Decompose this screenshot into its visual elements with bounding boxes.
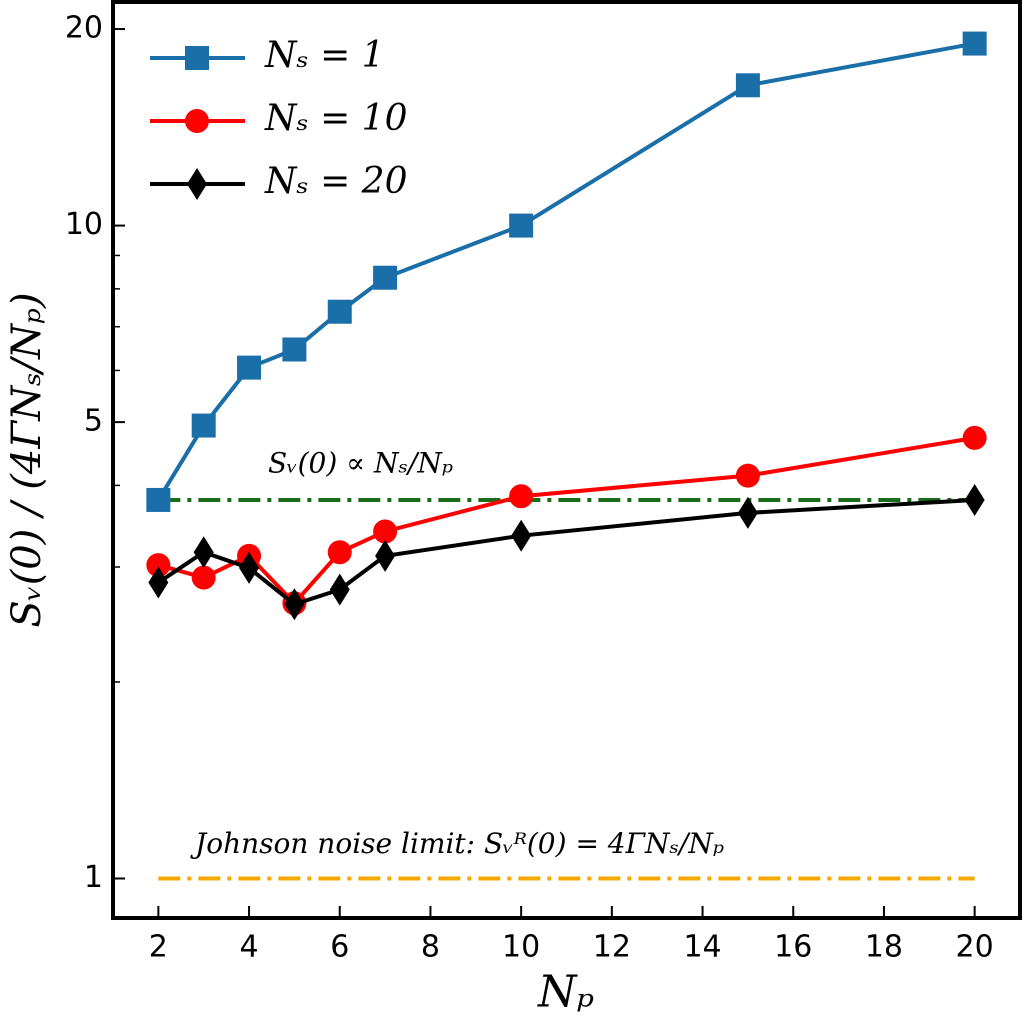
marker (282, 337, 307, 362)
marker (735, 463, 760, 488)
x-tick-label: 2 (149, 930, 168, 965)
marker (327, 299, 352, 324)
marker (373, 519, 398, 544)
marker (237, 355, 262, 380)
y-axis-label: Sᵥ(0) / (4ΓNₛ/Nₚ) (4, 292, 50, 627)
marker (329, 573, 350, 606)
marker (146, 553, 171, 578)
legend-label: Nₛ = 20 (264, 161, 408, 202)
marker (375, 539, 396, 572)
legend-label: Nₛ = 10 (264, 98, 408, 139)
x-tick-label: 4 (240, 930, 259, 965)
legend-marker (185, 46, 209, 70)
y-tick-label: 1 (84, 860, 103, 895)
marker (148, 566, 169, 599)
marker (191, 413, 216, 438)
marker (964, 483, 985, 516)
y-tick-label: 5 (84, 404, 103, 439)
marker (509, 484, 534, 509)
marker (509, 213, 534, 238)
marker (962, 31, 987, 56)
x-tick-label: 8 (421, 930, 440, 965)
marker (511, 519, 532, 552)
x-tick-label: 12 (593, 930, 631, 965)
marker (191, 565, 216, 590)
marker (737, 496, 758, 529)
marker (193, 536, 214, 569)
marker (327, 540, 352, 565)
x-tick-label: 16 (774, 930, 812, 965)
y-tick-label: 10 (65, 207, 103, 242)
x-tick-label: 20 (956, 930, 994, 965)
x-tick-label: 14 (683, 930, 721, 965)
legend-marker (185, 109, 209, 133)
annotation: Sᵥ(0) ∝ Nₛ/Nₚ (268, 446, 453, 479)
marker (962, 425, 987, 450)
marker (146, 487, 171, 512)
x-tick-label: 18 (865, 930, 903, 965)
marker (239, 551, 260, 584)
marker (373, 265, 398, 290)
x-tick-label: 10 (502, 930, 540, 965)
x-tick-label: 6 (330, 930, 349, 965)
plot-frame (111, 0, 1022, 920)
annotation: Johnson noise limit: Sᵥᴿ(0) = 4ΓNₛ/Nₚ (190, 827, 724, 860)
marker (284, 588, 305, 621)
legend-label: Nₛ = 1 (264, 35, 385, 76)
y-tick-label: 20 (65, 11, 103, 46)
marker (735, 73, 760, 98)
legend-marker (187, 168, 207, 200)
x-axis-label: Nₚ (537, 967, 594, 1018)
